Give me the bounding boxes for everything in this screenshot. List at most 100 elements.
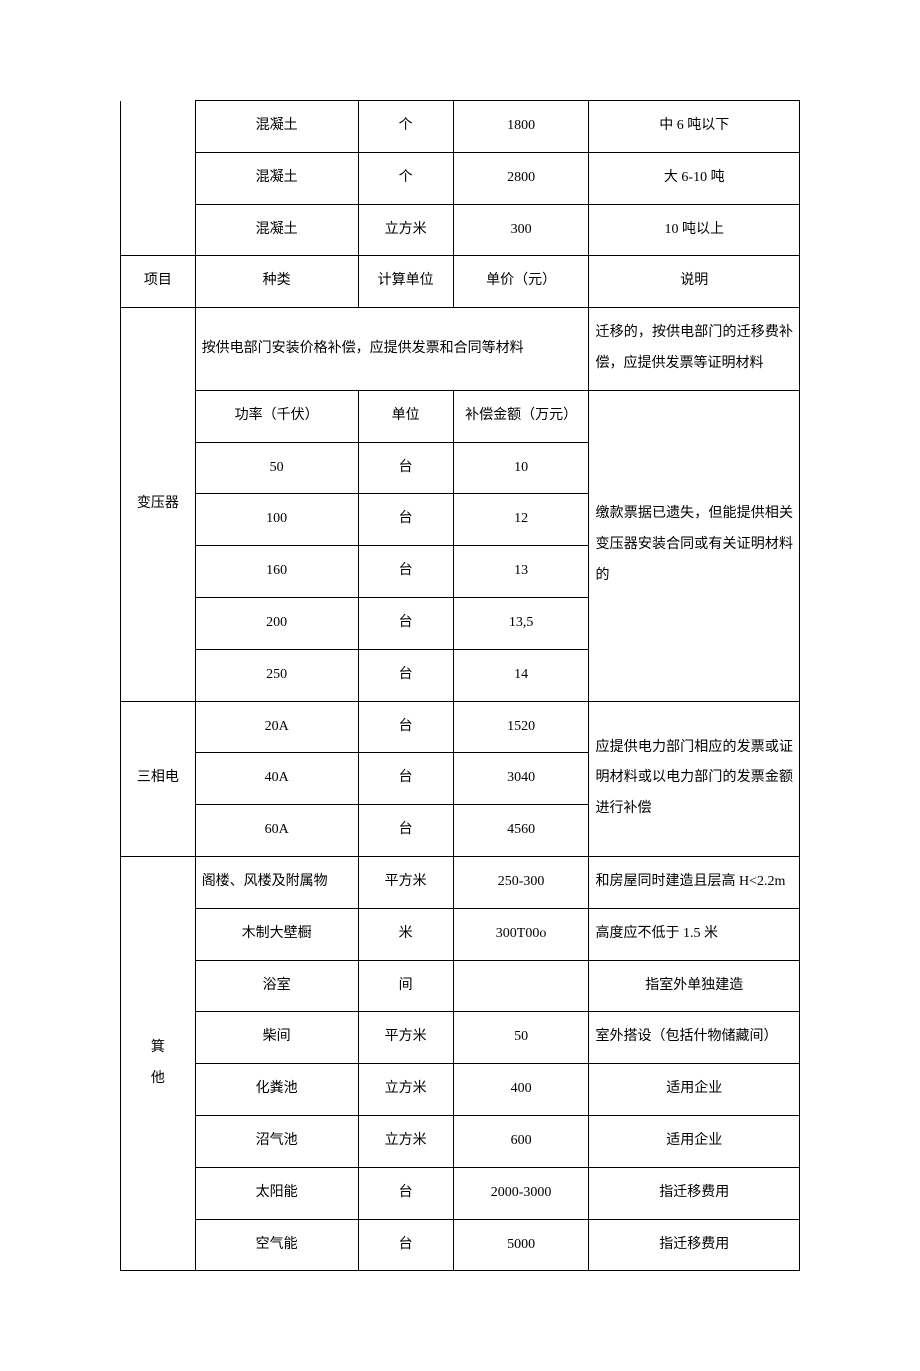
cell: 间 [358,960,453,1012]
transformer-note2: 缴款票据已遗失，但能提供相关变压器安装合同或有关证明材料的 [589,390,800,701]
cell: 指迁移费用 [589,1167,800,1219]
cell: 250 [195,649,358,701]
cell: 300T00o [453,908,589,960]
cell: 台 [358,597,453,649]
cell: 台 [358,1219,453,1271]
cell: 平方米 [358,856,453,908]
cell: 太阳能 [195,1167,358,1219]
cell: 台 [358,546,453,598]
cell: 和房屋同时建造且层高 H<2.2m [589,856,800,908]
cell: 4560 [453,805,589,857]
cell: 混凝土 [195,101,358,153]
cell: 台 [358,805,453,857]
table-row: 柴间 平方米 50 室外搭设（包括什物储藏间） [121,1012,800,1064]
cell: 阁楼、风楼及附属物 [195,856,358,908]
cell: 2800 [453,152,589,204]
cell: 50 [195,442,358,494]
table-row: 木制大壁橱 米 300T00o 高度应不低于 1.5 米 [121,908,800,960]
cell: 中 6 吨以下 [589,101,800,153]
cell: 浴室 [195,960,358,1012]
cell: 160 [195,546,358,598]
cell: 600 [453,1115,589,1167]
cell: 10 吨以上 [589,204,800,256]
table-row: 沼气池 立方米 600 适用企业 [121,1115,800,1167]
cell: 400 [453,1064,589,1116]
cell: 40A [195,753,358,805]
cell: 台 [358,442,453,494]
cell [453,960,589,1012]
table-row: 空气能 台 5000 指迁移费用 [121,1219,800,1271]
header-note: 说明 [589,256,800,308]
table-row: 变压器 按供电部门安装价格补偿，应提供发票和合同等材料 迁移的，按供电部门的迁移… [121,308,800,391]
cell: 混凝土 [195,152,358,204]
subheader-power: 功率（千伏） [195,390,358,442]
cell: 室外搭设（包括什物储藏间） [589,1012,800,1064]
cell: 混凝土 [195,204,358,256]
header-price: 单价（元） [453,256,589,308]
cell: 台 [358,494,453,546]
table-row: 三相电 20A 台 1520 应提供电力部门相应的发票或证明材料或以电力部门的发… [121,701,800,753]
cell: 适用企业 [589,1064,800,1116]
three-phase-note: 应提供电力部门相应的发票或证明材料或以电力部门的发票金额进行补偿 [589,701,800,856]
other-label-2: 他 [151,1071,165,1086]
cell: 13 [453,546,589,598]
cell: 1520 [453,701,589,753]
table-row: 混凝土 立方米 300 10 吨以上 [121,204,800,256]
cell: 木制大壁橱 [195,908,358,960]
cell: 个 [358,152,453,204]
transformer-note1: 迁移的，按供电部门的迁移费补偿，应提供发票等证明材料 [589,308,800,391]
table-row: 化粪池 立方米 400 适用企业 [121,1064,800,1116]
cell: 指室外单独建造 [589,960,800,1012]
cell: 立方米 [358,1115,453,1167]
project-transformer: 变压器 [121,308,196,701]
header-unit: 计算单位 [358,256,453,308]
cell: 20A [195,701,358,753]
cell: 台 [358,649,453,701]
cell: 2000-3000 [453,1167,589,1219]
table-row: 功率（千伏） 单位 补偿金额（万元） 缴款票据已遗失，但能提供相关变压器安装合同… [121,390,800,442]
cell: 200 [195,597,358,649]
cell: 300 [453,204,589,256]
cell: 立方米 [358,1064,453,1116]
compensation-table: 混凝土 个 1800 中 6 吨以下 混凝土 个 2800 大 6-10 吨 混… [120,100,800,1271]
cell: 3040 [453,753,589,805]
header-project: 项目 [121,256,196,308]
cell: 适用企业 [589,1115,800,1167]
table-row: 混凝土 个 1800 中 6 吨以下 [121,101,800,153]
cell: 个 [358,101,453,153]
cell: 60A [195,805,358,857]
empty-cell [121,101,196,256]
subheader-amount: 补偿金额（万元） [453,390,589,442]
cell: 1800 [453,101,589,153]
cell: 沼气池 [195,1115,358,1167]
cell: 13,5 [453,597,589,649]
cell: 大 6-10 吨 [589,152,800,204]
cell: 立方米 [358,204,453,256]
cell: 高度应不低于 1.5 米 [589,908,800,960]
header-type: 种类 [195,256,358,308]
project-other: 箕 他 [121,856,196,1270]
cell: 台 [358,753,453,805]
table-header-row: 项目 种类 计算单位 单价（元） 说明 [121,256,800,308]
subheader-unit: 单位 [358,390,453,442]
cell: 5000 [453,1219,589,1271]
cell: 100 [195,494,358,546]
cell: 14 [453,649,589,701]
cell: 平方米 [358,1012,453,1064]
cell: 台 [358,701,453,753]
project-three-phase: 三相电 [121,701,196,856]
other-label-1: 箕 [151,1040,165,1055]
cell: 台 [358,1167,453,1219]
cell: 空气能 [195,1219,358,1271]
cell: 化粪池 [195,1064,358,1116]
cell: 10 [453,442,589,494]
cell: 12 [453,494,589,546]
table-row: 浴室 间 指室外单独建造 [121,960,800,1012]
table-row: 太阳能 台 2000-3000 指迁移费用 [121,1167,800,1219]
cell: 50 [453,1012,589,1064]
table-row: 混凝土 个 2800 大 6-10 吨 [121,152,800,204]
cell: 250-300 [453,856,589,908]
cell: 柴间 [195,1012,358,1064]
transformer-merged-text: 按供电部门安装价格补偿，应提供发票和合同等材料 [195,308,589,391]
cell: 米 [358,908,453,960]
